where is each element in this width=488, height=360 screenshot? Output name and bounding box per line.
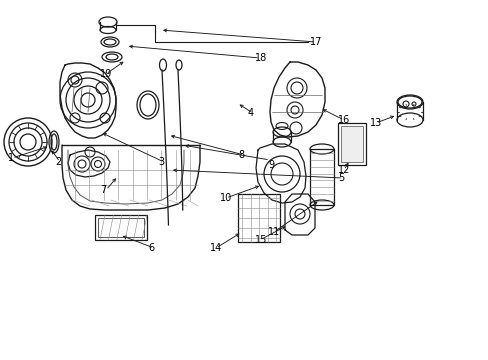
Bar — [309, 149, 333, 205]
Text: 1: 1 — [8, 153, 14, 163]
Text: 12: 12 — [337, 165, 350, 175]
Bar — [98, 218, 143, 237]
Text: 19: 19 — [100, 69, 112, 79]
Text: 10: 10 — [220, 193, 232, 203]
Text: 15: 15 — [254, 235, 267, 245]
Text: 14: 14 — [209, 243, 222, 253]
Text: 3: 3 — [158, 157, 164, 167]
Bar — [340, 126, 362, 162]
Text: 2: 2 — [55, 157, 61, 167]
Text: 6: 6 — [148, 243, 154, 253]
Bar — [238, 194, 280, 242]
Text: 11: 11 — [267, 227, 280, 237]
Text: 8: 8 — [238, 150, 244, 160]
Text: 18: 18 — [254, 53, 267, 63]
Text: 16: 16 — [337, 115, 349, 125]
Text: 13: 13 — [369, 118, 382, 128]
Text: 4: 4 — [247, 108, 254, 118]
Text: 9: 9 — [267, 160, 274, 170]
Text: 7: 7 — [100, 185, 106, 195]
Text: 5: 5 — [337, 173, 344, 183]
Bar — [95, 215, 147, 240]
Bar — [337, 123, 365, 165]
Text: 17: 17 — [309, 37, 322, 47]
